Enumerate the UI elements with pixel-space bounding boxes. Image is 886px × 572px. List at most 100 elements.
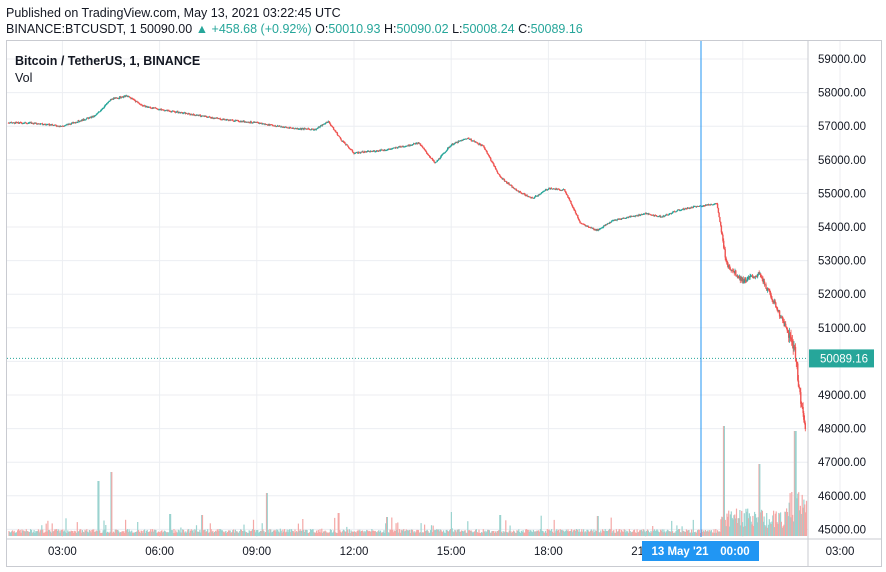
volume-bar xyxy=(795,431,797,536)
volume-bar xyxy=(268,532,270,536)
candle-body xyxy=(785,323,787,327)
volume-bar xyxy=(719,531,721,536)
volume-bar xyxy=(488,530,490,536)
volume-bar xyxy=(133,533,135,536)
volume-bar xyxy=(678,529,680,536)
chart-frame[interactable] xyxy=(6,40,882,567)
volume-bar xyxy=(305,529,307,536)
candle-body xyxy=(119,96,122,98)
candle-body xyxy=(106,103,108,105)
candle-body xyxy=(390,148,392,150)
candle-body xyxy=(137,101,139,103)
volume-bar xyxy=(97,481,99,536)
candle-body xyxy=(423,148,425,150)
candle-body xyxy=(16,122,19,123)
volume-bar xyxy=(538,530,540,536)
candle-body xyxy=(179,112,181,114)
volume-bar xyxy=(136,531,138,536)
candle-body xyxy=(314,129,317,130)
volume-bar xyxy=(570,529,573,536)
candle-body xyxy=(249,122,251,124)
candle-body xyxy=(396,147,398,149)
volume-bar xyxy=(139,532,141,536)
volume-bar xyxy=(579,532,581,536)
volume-bar xyxy=(163,531,165,536)
volume-bar xyxy=(621,529,623,536)
volume-bar xyxy=(218,531,220,536)
volume-bar xyxy=(780,521,782,536)
volume-bar xyxy=(623,529,625,536)
candle-body xyxy=(592,228,594,230)
candle-body xyxy=(187,113,189,115)
volume-bar xyxy=(87,532,90,536)
volume-bar xyxy=(289,529,291,536)
volume-bar xyxy=(295,532,297,536)
volume-bar xyxy=(677,529,679,536)
volume-bar xyxy=(435,530,437,536)
candle-body xyxy=(234,119,236,121)
crosshair-time-tag xyxy=(642,541,759,561)
volume-bar xyxy=(417,530,420,536)
volume-bar xyxy=(333,530,335,536)
volume-bar xyxy=(239,531,241,536)
candle-body xyxy=(243,120,246,123)
candle-body xyxy=(83,118,85,120)
volume-bar xyxy=(77,531,79,536)
volume-bar xyxy=(306,530,308,536)
candle-body xyxy=(267,125,269,126)
volume-bar xyxy=(215,531,217,536)
volume-bar xyxy=(81,532,83,536)
candle-body xyxy=(301,128,303,130)
candle-body xyxy=(547,189,549,190)
candle-body xyxy=(737,276,739,278)
candle-body xyxy=(189,113,191,115)
candle-body xyxy=(444,151,447,153)
candle-body xyxy=(437,159,439,161)
candle-body xyxy=(684,208,686,210)
volume-bar xyxy=(440,529,442,536)
volume-bar xyxy=(145,531,147,536)
volume-bar xyxy=(142,532,144,536)
volume-bar xyxy=(330,530,332,536)
volume-bar xyxy=(55,529,57,536)
volume-bar xyxy=(108,532,110,536)
candle-body xyxy=(153,107,156,109)
volume-bar xyxy=(741,522,744,536)
candle-body xyxy=(676,209,679,211)
volume-bar xyxy=(548,529,550,536)
volume-bar xyxy=(749,516,751,536)
candle-body xyxy=(222,118,224,120)
volume-bar xyxy=(354,532,357,536)
candle-body xyxy=(576,214,578,216)
volume-bar xyxy=(297,532,299,536)
candle-body xyxy=(584,224,586,226)
volume-bar xyxy=(208,532,210,536)
candle-body xyxy=(14,122,16,124)
candle-body xyxy=(164,110,166,112)
volume-bar xyxy=(513,530,515,536)
volume-bar xyxy=(740,525,742,536)
candle-body xyxy=(426,153,428,154)
volume-bar xyxy=(410,533,412,536)
candle-body xyxy=(362,151,364,153)
volume-bar xyxy=(692,519,694,536)
volume-bar xyxy=(775,511,777,536)
candle-body xyxy=(174,111,177,113)
candle-body xyxy=(316,128,318,130)
candle-body xyxy=(55,125,57,126)
candle-body xyxy=(558,189,561,191)
candle-body xyxy=(302,128,304,130)
volume-bar xyxy=(319,529,321,536)
candle-body xyxy=(242,120,245,122)
volume-bar xyxy=(348,532,350,536)
candle-body xyxy=(724,249,726,258)
volume-bar xyxy=(357,529,359,536)
volume-bar xyxy=(716,532,718,536)
candle-body xyxy=(324,123,326,125)
volume-bar xyxy=(170,530,172,536)
volume-bar xyxy=(722,517,724,536)
candle-body xyxy=(715,203,717,205)
volume-bar xyxy=(517,530,519,536)
candle-body xyxy=(571,205,574,208)
